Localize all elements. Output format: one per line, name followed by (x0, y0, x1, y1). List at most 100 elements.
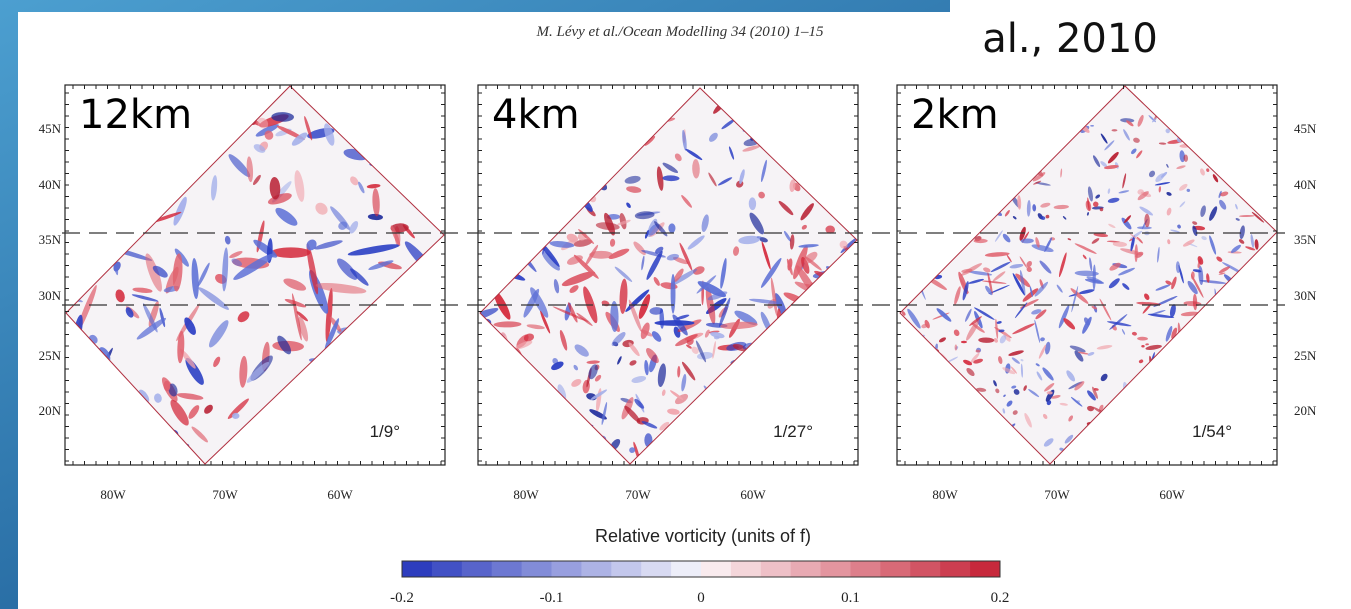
eddy (1020, 363, 1024, 378)
eddy (1087, 390, 1096, 401)
colorbar-step (701, 561, 732, 577)
eddy (296, 311, 308, 322)
eddy (1040, 216, 1046, 220)
eddy (701, 214, 709, 232)
eddy (1216, 256, 1223, 262)
eddy (1108, 278, 1120, 289)
eddy (1169, 304, 1176, 318)
eddy (1058, 252, 1067, 278)
eddy (304, 115, 313, 141)
eddy (1082, 316, 1092, 334)
eddy (540, 310, 551, 334)
eddy (1104, 140, 1115, 151)
eddy (1160, 171, 1168, 178)
citation: M. Lévy et al./Ocean Modelling 34 (2010)… (535, 24, 824, 40)
eddy (253, 174, 261, 186)
eddy (682, 129, 687, 151)
eddy (717, 177, 733, 186)
eddy (1059, 447, 1064, 451)
eddy (1171, 327, 1178, 339)
colorbar-step (461, 561, 493, 577)
eddy (1003, 394, 1006, 397)
eddy (1077, 351, 1090, 355)
eddy (803, 251, 818, 264)
eddy (571, 379, 582, 387)
eddy (1060, 168, 1063, 178)
eddy (275, 207, 298, 226)
eddy (1212, 174, 1219, 183)
eddy (793, 245, 808, 280)
colorbar-tick-label: -0.1 (540, 590, 564, 606)
eddy (974, 307, 995, 320)
eddy (557, 384, 567, 402)
latitude-label: 25N (1294, 348, 1317, 363)
latitude-label: 20N (1294, 403, 1317, 418)
colorbar-step (521, 561, 552, 577)
eddy (283, 278, 307, 291)
eddy (298, 316, 309, 342)
eddy (1175, 261, 1181, 274)
eddy (608, 248, 630, 259)
map-panel: 1/27° 4km (477, 84, 859, 466)
eddy (1009, 263, 1024, 269)
eddy (1129, 233, 1139, 241)
eddy (1035, 363, 1040, 367)
longitude-label: 70W (625, 487, 651, 502)
eddy (640, 322, 650, 340)
eddy (315, 282, 367, 294)
eddy (1177, 224, 1181, 229)
eddy (1251, 211, 1265, 223)
eddy (198, 287, 230, 310)
eddy (748, 197, 757, 211)
eddy (233, 253, 275, 280)
eddy (1010, 366, 1017, 374)
eddy (1074, 243, 1097, 254)
eddy (1158, 186, 1162, 193)
eddy (720, 257, 727, 289)
eddy (670, 390, 684, 401)
eddy (1020, 359, 1024, 362)
eddy (1139, 206, 1154, 216)
eddy (1040, 202, 1051, 208)
eddy (654, 320, 695, 326)
eddy (1095, 194, 1101, 199)
eddy (1011, 385, 1017, 389)
eddy (1107, 321, 1132, 327)
eddy (1064, 434, 1074, 444)
eddy (1093, 388, 1099, 391)
eddy (222, 247, 229, 292)
eddy (228, 154, 251, 178)
eddy (1069, 345, 1086, 353)
eddy (742, 145, 761, 152)
eddy (551, 361, 564, 371)
eddy (315, 202, 328, 215)
eddy (154, 393, 162, 403)
eddy (1012, 410, 1018, 415)
eddy (337, 258, 358, 280)
eddy (1166, 163, 1169, 168)
eddy (1087, 197, 1090, 211)
eddy (163, 380, 171, 392)
eddy (1108, 223, 1116, 229)
resolution-label: 1/54° (1192, 422, 1232, 441)
eddy (291, 132, 308, 146)
eddy (1112, 241, 1128, 247)
eddy (973, 238, 988, 244)
eddy (960, 263, 983, 276)
eddy (629, 360, 637, 366)
eddy (1199, 279, 1227, 284)
eddy (1023, 385, 1027, 391)
colorbar-step (730, 561, 762, 577)
eddy (595, 222, 620, 231)
eddy (975, 349, 981, 353)
eddy (1014, 302, 1028, 319)
eddy (1089, 257, 1093, 271)
eddy (1235, 218, 1240, 221)
eddy (998, 356, 1003, 364)
eddy (693, 266, 705, 275)
eddy (1109, 314, 1128, 330)
longitude-label: 80W (513, 487, 539, 502)
eddy (1150, 310, 1166, 315)
eddy (644, 136, 656, 146)
eddy (1004, 210, 1010, 217)
